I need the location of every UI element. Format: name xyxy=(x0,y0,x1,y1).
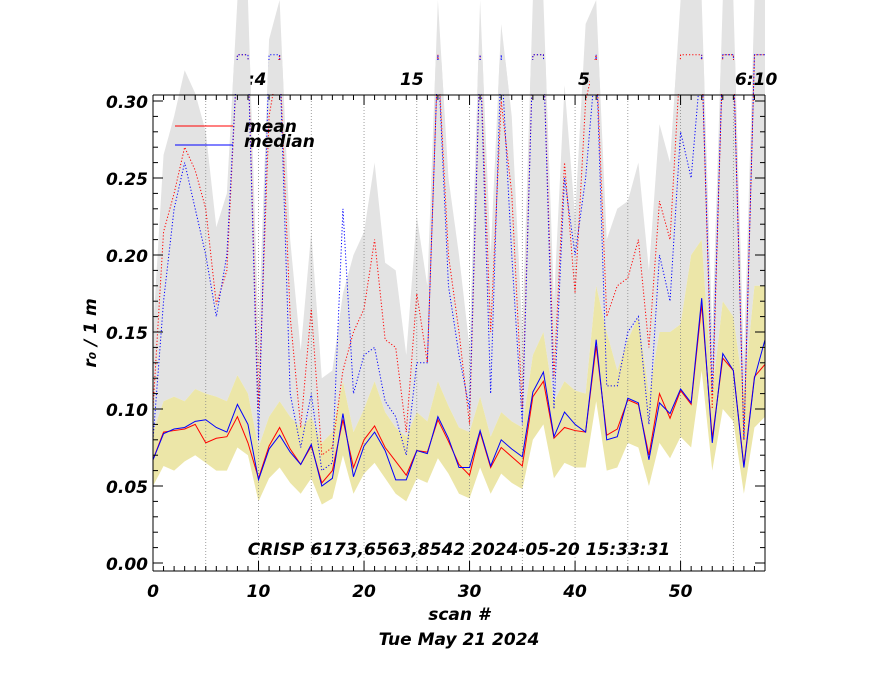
series-line-median-upper xyxy=(153,54,765,472)
annotation: CRISP 6173,6563,8542 2024-05-20 15:33:31 xyxy=(248,540,671,560)
axis-ticks xyxy=(152,95,766,571)
y-tick-label: 0.05 xyxy=(106,478,148,498)
date-label: Tue May 21 2024 xyxy=(379,630,540,650)
upper-spread-band xyxy=(153,0,765,448)
x-tick-label: 20 xyxy=(352,582,376,602)
x-tick-label: 40 xyxy=(562,582,587,602)
legend-median-label: median xyxy=(244,132,315,152)
series-line-mean-upper xyxy=(153,54,765,457)
y-tick-label: 0.00 xyxy=(106,555,148,575)
legend-mean-label: mean xyxy=(244,117,297,137)
y-axis-label: r₀ / 1 m xyxy=(81,298,101,367)
x-tick-label: 50 xyxy=(669,582,693,602)
x-tick-label: 10 xyxy=(247,582,271,602)
y-tick-label: 0.25 xyxy=(106,170,148,190)
x-tick-label: 30 xyxy=(458,582,482,602)
x-tick-labels: 0 10 20 30 40 50 xyxy=(147,582,693,602)
series-lines xyxy=(153,54,765,487)
y-tick-label: 0.10 xyxy=(106,401,148,421)
y-tick-labels: 0.00 0.05 0.10 0.15 0.20 0.25 0.30 xyxy=(106,93,148,575)
top-axis-label: 6:10 xyxy=(735,70,777,90)
y-tick-label: 0.30 xyxy=(106,93,148,113)
legend: mean median xyxy=(175,117,315,152)
y-tick-label: 0.20 xyxy=(106,247,148,267)
series-line-median xyxy=(153,298,765,487)
y-tick-label: 0.15 xyxy=(106,324,148,344)
vertical-gridlines xyxy=(205,95,734,571)
x-axis-label: scan # xyxy=(428,605,492,625)
top-axis-label: 15 xyxy=(400,70,424,90)
x-tick-label: 0 xyxy=(147,582,159,602)
series-line-mean xyxy=(153,304,765,484)
top-axis-labels: 5:4 15 5: 6:10 xyxy=(200,60,777,94)
